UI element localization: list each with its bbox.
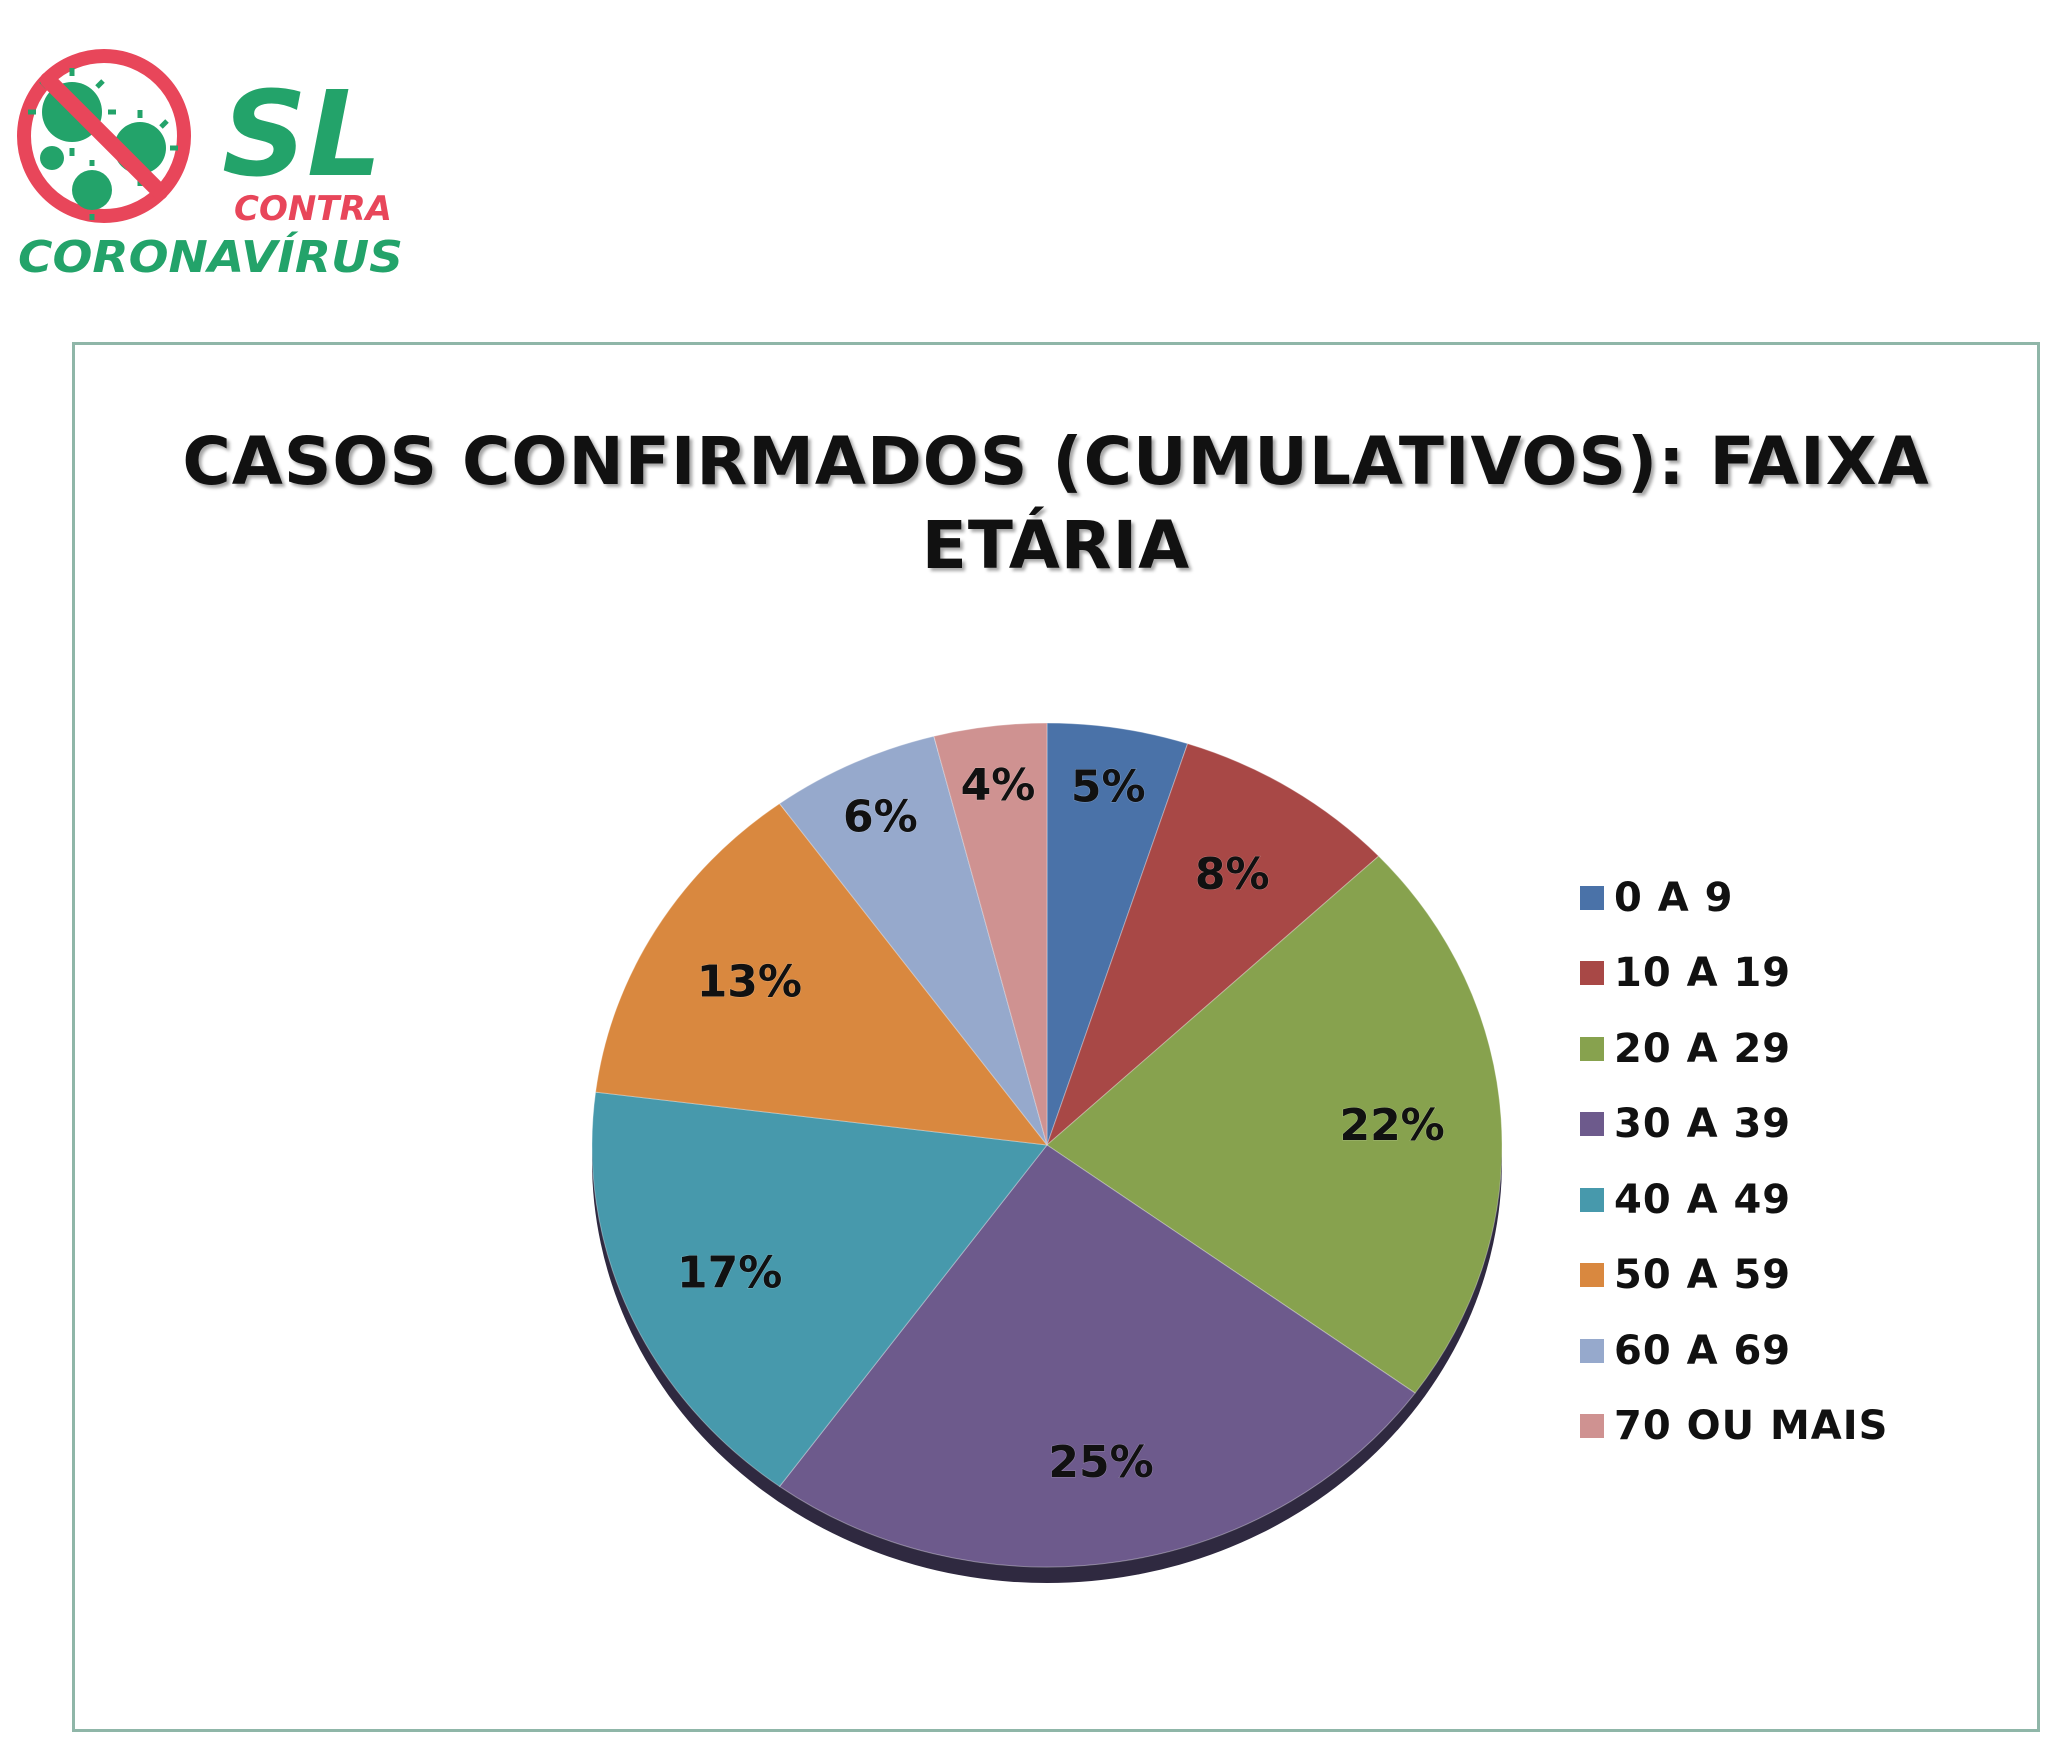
legend-label: 50 A 59 [1614, 1252, 1792, 1299]
legend-item: 10 A 19 [1580, 936, 1888, 1012]
legend-swatch [1580, 1338, 1604, 1363]
chart-legend: 0 A 9 10 A 19 20 A 29 30 A 39 40 A 49 50 A 59… [1580, 860, 1888, 1464]
pie-slice-20-a-29 [1046, 855, 1503, 1394]
pie-label-40-a-49: 17% [677, 1247, 782, 1298]
pie-label-30-a-39: 25% [1048, 1437, 1153, 1488]
pie-slice-60-a-69 [778, 735, 1048, 1146]
legend-swatch [1580, 1036, 1604, 1061]
sl-contra-coronavirus-logo: SL CONTRA CORONAVÍRUS [12, 40, 412, 290]
chart-title: CASOS CONFIRMADOS (CUMULATIVOS): FAIXA E… [75, 420, 2037, 588]
pie-slice-50-a-59 [595, 802, 1049, 1146]
legend-label: 0 A 9 [1614, 874, 1734, 921]
legend-swatch [1580, 885, 1604, 910]
legend-item: 30 A 39 [1580, 1087, 1888, 1163]
legend-item: 20 A 29 [1580, 1011, 1888, 1087]
pie-slice-30-a-39 [778, 1144, 1416, 1568]
legend-item: 0 A 9 [1580, 860, 1888, 936]
logo-sl-text: SL [222, 65, 382, 203]
chart-container: CASOS CONFIRMADOS (CUMULATIVOS): FAIXA E… [72, 342, 2040, 1732]
pie-label-10-a-19: 8% [1195, 849, 1270, 900]
legend-swatch [1580, 1187, 1604, 1212]
chart-title-line-1: CASOS CONFIRMADOS (CUMULATIVOS): FAIXA [182, 423, 1930, 500]
legend-label: 10 A 19 [1614, 950, 1792, 997]
pie-slice-0-a-9 [1046, 722, 1189, 1146]
no-virus-icon [17, 49, 191, 223]
pie-slice-10-a-19 [1045, 743, 1380, 1147]
pie-chart: 5% 8% 22% 25% 17% 13% 6% 4% [591, 722, 1503, 1583]
logo-contra-text: CONTRA [234, 189, 392, 229]
pie-label-50-a-59: 13% [697, 957, 802, 1008]
pie-label-0-a-9: 5% [1071, 762, 1146, 813]
legend-item: 70 OU MAIS [1580, 1389, 1888, 1465]
pie-label-20-a-29: 22% [1339, 1100, 1444, 1151]
legend-label: 30 A 39 [1614, 1101, 1792, 1148]
pie-label-60-a-69: 6% [843, 792, 918, 843]
legend-swatch [1580, 1414, 1604, 1439]
legend-item: 40 A 49 [1580, 1162, 1888, 1238]
pie-label-70-ou-mais: 4% [961, 760, 1036, 811]
pie-slice-70-ou-mais [933, 722, 1048, 1146]
chart-title-line-2: ETÁRIA [921, 507, 1191, 584]
legend-swatch [1580, 1112, 1604, 1137]
legend-label: 20 A 29 [1614, 1025, 1792, 1072]
logo-coronavirus-text: CORONAVÍRUS [18, 230, 403, 283]
pie-slice-40-a-49 [591, 1091, 1048, 1488]
legend-item: 50 A 59 [1580, 1238, 1888, 1314]
legend-swatch [1580, 961, 1604, 986]
legend-label: 70 OU MAIS [1614, 1403, 1889, 1450]
legend-swatch [1580, 1263, 1604, 1288]
legend-label: 40 A 49 [1614, 1176, 1792, 1223]
legend-label: 60 A 69 [1614, 1327, 1792, 1374]
legend-item: 60 A 69 [1580, 1313, 1888, 1389]
